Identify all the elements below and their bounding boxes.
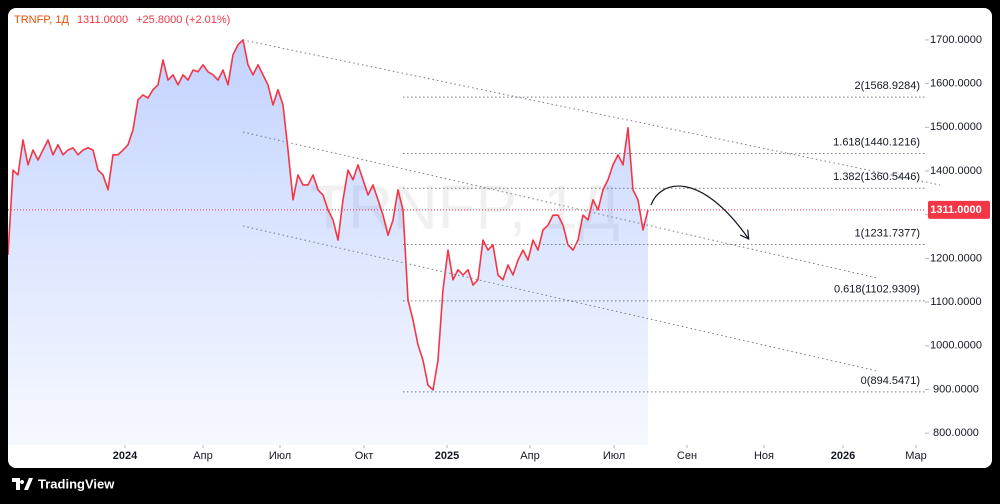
channel-line — [242, 131, 878, 279]
y-tick-label: 1600.0000 — [930, 78, 982, 90]
y-tick-label: 1700.0000 — [930, 34, 982, 46]
legend-change: +25.8000 (+2.01%) — [136, 14, 230, 26]
x-tick-label: Сен — [677, 450, 697, 462]
last-price-tag-label: 1311.0000 — [930, 204, 981, 216]
y-tick-label: 1400.0000 — [930, 165, 982, 177]
x-tick-label: Мар — [905, 450, 927, 462]
channel-line — [242, 225, 878, 372]
fib-label: 2(1568.9284) — [855, 80, 920, 92]
x-tick-label: 2026 — [831, 450, 855, 462]
x-tick-label: 2025 — [435, 450, 459, 462]
x-tick-label: Июл — [603, 450, 625, 462]
fib-label: 1(1231.7377) — [855, 227, 920, 239]
channel-line — [242, 39, 941, 186]
footer-text: TradingView — [38, 476, 115, 491]
price-area — [8, 39, 648, 445]
fib-label: 0(894.5471) — [861, 375, 920, 387]
x-tick-label: Окт — [355, 450, 374, 462]
y-tick-label: 800.0000 — [933, 427, 979, 439]
price-line — [8, 39, 649, 391]
fib-label: 1.382(1360.5446) — [833, 171, 920, 183]
legend-symbol: TRNFP, 1Д — [14, 14, 69, 26]
fib-label: 1.618(1440.1216) — [833, 136, 920, 148]
fib-label: 0.618(1102.9309) — [834, 284, 920, 296]
x-tick-label: Апр — [520, 450, 539, 462]
x-tick-label: 2024 — [113, 450, 138, 462]
footer-logo: TradingView — [12, 476, 115, 491]
forecast-arrow — [650, 185, 748, 238]
x-tick-label: Ноя — [754, 450, 774, 462]
y-tick-label: 1000.0000 — [930, 340, 982, 352]
axes: 800.0000 900.0000 1000.0000 1100.0000 1200.0… — [113, 34, 982, 462]
x-tick-label: Июл — [269, 450, 291, 462]
x-tick-label: Апр — [193, 450, 212, 462]
y-tick-label: 1500.0000 — [930, 121, 982, 133]
last-price-tag — [928, 200, 990, 219]
y-tick-label: 1100.0000 — [930, 296, 981, 308]
legend-price: 1311.0000 — [77, 14, 128, 26]
y-tick-label: 1200.0000 — [930, 252, 982, 264]
plot-area — [8, 39, 925, 445]
y-tick-label: 900.0000 — [933, 383, 979, 395]
trend-channel — [242, 39, 941, 372]
